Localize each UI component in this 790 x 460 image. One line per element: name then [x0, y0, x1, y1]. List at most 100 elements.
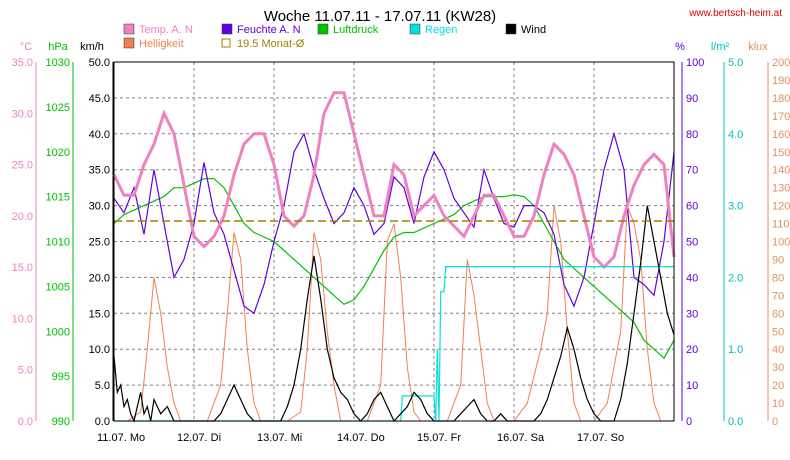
axis-tick-hpa: 1020 [46, 147, 70, 159]
axis-tick-klux: 30 [772, 362, 784, 374]
x-tick-label: 14.07. Do [337, 432, 385, 444]
legend-label-avg: 19.5 Monat-Ø [237, 38, 305, 50]
axes: °C 0.0 5.0 10.0 15.0 20.0 25.0 30.0 35.0 hPa 990 99… [12, 41, 790, 444]
legend-swatch-temp [123, 23, 135, 35]
axis-tick-pct: 40 [686, 272, 698, 284]
series-group [112, 91, 676, 423]
series-line-feuchte-a-n [113, 131, 675, 315]
axis-tick-temp: 5.0 [18, 365, 33, 377]
axis-tick-klux: 80 [772, 272, 784, 284]
axis-tick-klux: 90 [772, 254, 784, 266]
axis-tick-wind: 5.0 [95, 380, 110, 392]
axis-tick-klux: 60 [772, 308, 784, 320]
axis-tick-klux: 0 [772, 416, 778, 428]
axis-tick-wind: 35.0 [89, 165, 110, 177]
axis-tick-wind: 25.0 [89, 237, 110, 249]
axis-unit-temp: °C [20, 41, 32, 53]
axis-tick-pct: 0 [686, 416, 692, 428]
axis-tick-temp: 10.0 [12, 313, 33, 325]
legend: Temp. A. N Feuchte A. N Luftdruck Regen Wind… [123, 23, 546, 50]
axis-tick-temp: 30.0 [12, 108, 33, 120]
axis-tick-wind: 30.0 [89, 201, 110, 213]
axis-tick-klux: 40 [772, 344, 784, 356]
series-line-regen [114, 266, 674, 422]
axis-tick-wind: 15.0 [89, 308, 110, 320]
x-tick-label: 15.07. Fr [417, 432, 461, 444]
chart-title: Woche 11.07.11 - 17.07.11 (KW28) [264, 8, 496, 25]
axis-tick-wind: 20.0 [89, 272, 110, 284]
x-tick-label: 11.07. Mo [97, 432, 145, 444]
legend-swatch-wind [505, 23, 517, 35]
x-tick-label: 13.07. Mi [257, 432, 302, 444]
axis-tick-hpa: 1025 [46, 102, 70, 114]
axis-tick-hpa: 1015 [46, 192, 70, 204]
x-tick-label: 17.07. So [577, 432, 624, 444]
axis-tick-klux: 10 [772, 398, 784, 410]
axis-tick-klux: 20 [772, 380, 784, 392]
legend-label-wind: Wind [521, 24, 546, 36]
axis-tick-hpa: 990 [52, 416, 70, 428]
axis-tick-pct: 80 [686, 129, 698, 141]
axis-tick-temp: 25.0 [12, 160, 33, 172]
x-tick-label: 16.07. Sa [497, 432, 545, 444]
axis-tick-klux: 50 [772, 326, 784, 338]
axis-tick-rain: 5.0 [728, 57, 743, 69]
axis-tick-pct: 100 [686, 57, 704, 69]
legend-swatch-feuchte [221, 23, 233, 35]
axis-tick-rain: 1.0 [728, 344, 743, 356]
axis-tick-wind: 50.0 [89, 57, 110, 69]
axis-tick-pct: 10 [686, 380, 698, 392]
axis-tick-hpa: 1000 [46, 326, 70, 338]
series-line-helligkeit [114, 205, 674, 422]
axis-tick-wind: 0.0 [95, 416, 110, 428]
axis-tick-pct: 50 [686, 237, 698, 249]
axis-tick-rain: 3.0 [728, 201, 743, 213]
axis-tick-pct: 70 [686, 165, 698, 177]
axis-tick-temp: 15.0 [12, 262, 33, 274]
axis-tick-klux: 130 [772, 183, 790, 195]
axis-tick-pct: 60 [686, 201, 698, 213]
axis-tick-klux: 190 [772, 75, 790, 87]
axis-tick-hpa: 1010 [46, 237, 70, 249]
axis-tick-klux: 120 [772, 201, 790, 213]
legend-swatch-regen [409, 23, 421, 35]
plot-frame [113, 61, 675, 422]
axis-unit-klux: klux [748, 41, 768, 53]
axis-tick-temp: 35.0 [12, 57, 33, 69]
axis-tick-hpa: 995 [52, 371, 70, 383]
axis-tick-rain: 4.0 [728, 129, 743, 141]
x-tick-label: 12.07. Di [177, 432, 221, 444]
axis-tick-pct: 20 [686, 344, 698, 356]
legend-swatch-luftdruck [317, 23, 329, 35]
legend-label-temp: Temp. A. N [139, 24, 193, 36]
axis-tick-klux: 70 [772, 290, 784, 302]
axis-unit-wind: km/h [80, 41, 104, 53]
axis-tick-temp: 0.0 [18, 416, 33, 428]
series-line-temp-a-n [112, 91, 676, 270]
legend-label-hell: Helligkeit [139, 38, 184, 50]
axis-unit-hpa: hPa [48, 41, 68, 53]
axis-tick-pct: 30 [686, 308, 698, 320]
site-link[interactable]: www.bertsch-heim.at [688, 8, 782, 19]
axis-tick-klux: 100 [772, 237, 790, 249]
axis-tick-rain: 2.0 [728, 272, 743, 284]
axis-tick-hpa: 1030 [46, 57, 70, 69]
axis-tick-klux: 160 [772, 129, 790, 141]
axis-tick-rain: 0.0 [728, 416, 743, 428]
axis-tick-hpa: 1005 [46, 281, 70, 293]
axis-tick-klux: 170 [772, 111, 790, 123]
axis-tick-klux: 110 [772, 219, 790, 231]
axis-tick-klux: 140 [772, 165, 790, 177]
axis-tick-klux: 200 [772, 57, 790, 69]
axis-unit-rain: l/m² [711, 41, 730, 53]
axis-unit-pct: % [675, 41, 685, 53]
axis-tick-klux: 150 [772, 147, 790, 159]
axis-tick-temp: 20.0 [12, 211, 33, 223]
legend-swatch-hell [123, 37, 135, 49]
legend-label-regen: Regen [425, 24, 457, 36]
axis-tick-wind: 40.0 [89, 129, 110, 141]
legend-label-feuchte: Feuchte A. N [237, 24, 301, 36]
axis-tick-wind: 45.0 [89, 93, 110, 105]
axis-tick-wind: 10.0 [89, 344, 110, 356]
